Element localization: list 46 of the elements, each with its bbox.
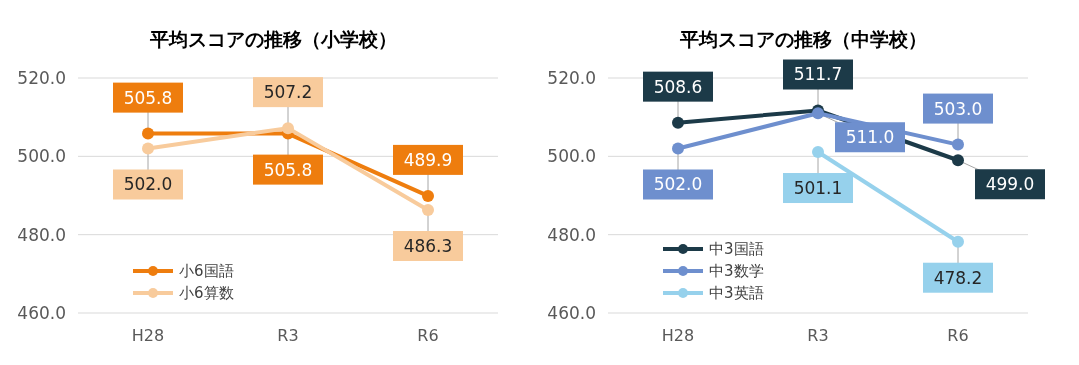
data-label: 489.9 [403,149,453,170]
data-label: 511.7 [793,64,843,85]
point [952,235,964,248]
chart-title: 平均スコアの推移（小学校） [148,28,397,50]
data-label: 501.1 [793,177,843,198]
data-label: 508.6 [653,76,703,97]
y-tick-label: 500.0 [17,146,66,167]
legend-label: 中3国語 [709,240,764,259]
point [952,154,964,167]
y-tick-label: 520.0 [17,67,66,88]
legend-label: 中3英語 [709,284,764,303]
data-label: 507.2 [263,82,313,103]
x-tick-label: R3 [277,326,299,345]
point [422,189,434,202]
y-tick-label: 500.0 [547,146,596,167]
data-label: 502.0 [123,174,173,195]
point [672,116,684,129]
y-tick-label: 480.0 [547,224,596,245]
point [672,142,684,155]
data-label: 486.3 [403,235,453,256]
y-tick-label: 480.0 [17,224,66,245]
chart-title: 平均スコアの推移（中学校） [678,28,927,50]
y-tick-label: 460.0 [547,302,596,323]
x-tick-label: R6 [947,326,969,345]
x-tick-label: R6 [417,326,439,345]
data-label: 505.8 [263,159,313,180]
point [142,127,154,140]
data-label: 503.0 [933,98,983,119]
data-label: 511.0 [845,127,895,148]
data-label: 499.0 [985,174,1035,195]
point [142,142,154,155]
data-label: 478.2 [933,267,983,288]
legend-label: 中3数学 [709,262,764,281]
legend-label: 小6算数 [179,284,234,303]
x-tick-label: H28 [131,326,165,345]
data-label: 505.8 [123,87,173,108]
point [812,146,824,159]
x-tick-label: H28 [661,326,695,345]
data-label: 502.0 [653,174,703,195]
point [952,138,964,151]
legend-label: 小6国語 [179,262,234,281]
y-tick-label: 460.0 [17,302,66,323]
point [282,122,294,135]
y-tick-label: 520.0 [547,67,596,88]
point [422,203,434,216]
x-tick-label: R3 [807,326,829,345]
